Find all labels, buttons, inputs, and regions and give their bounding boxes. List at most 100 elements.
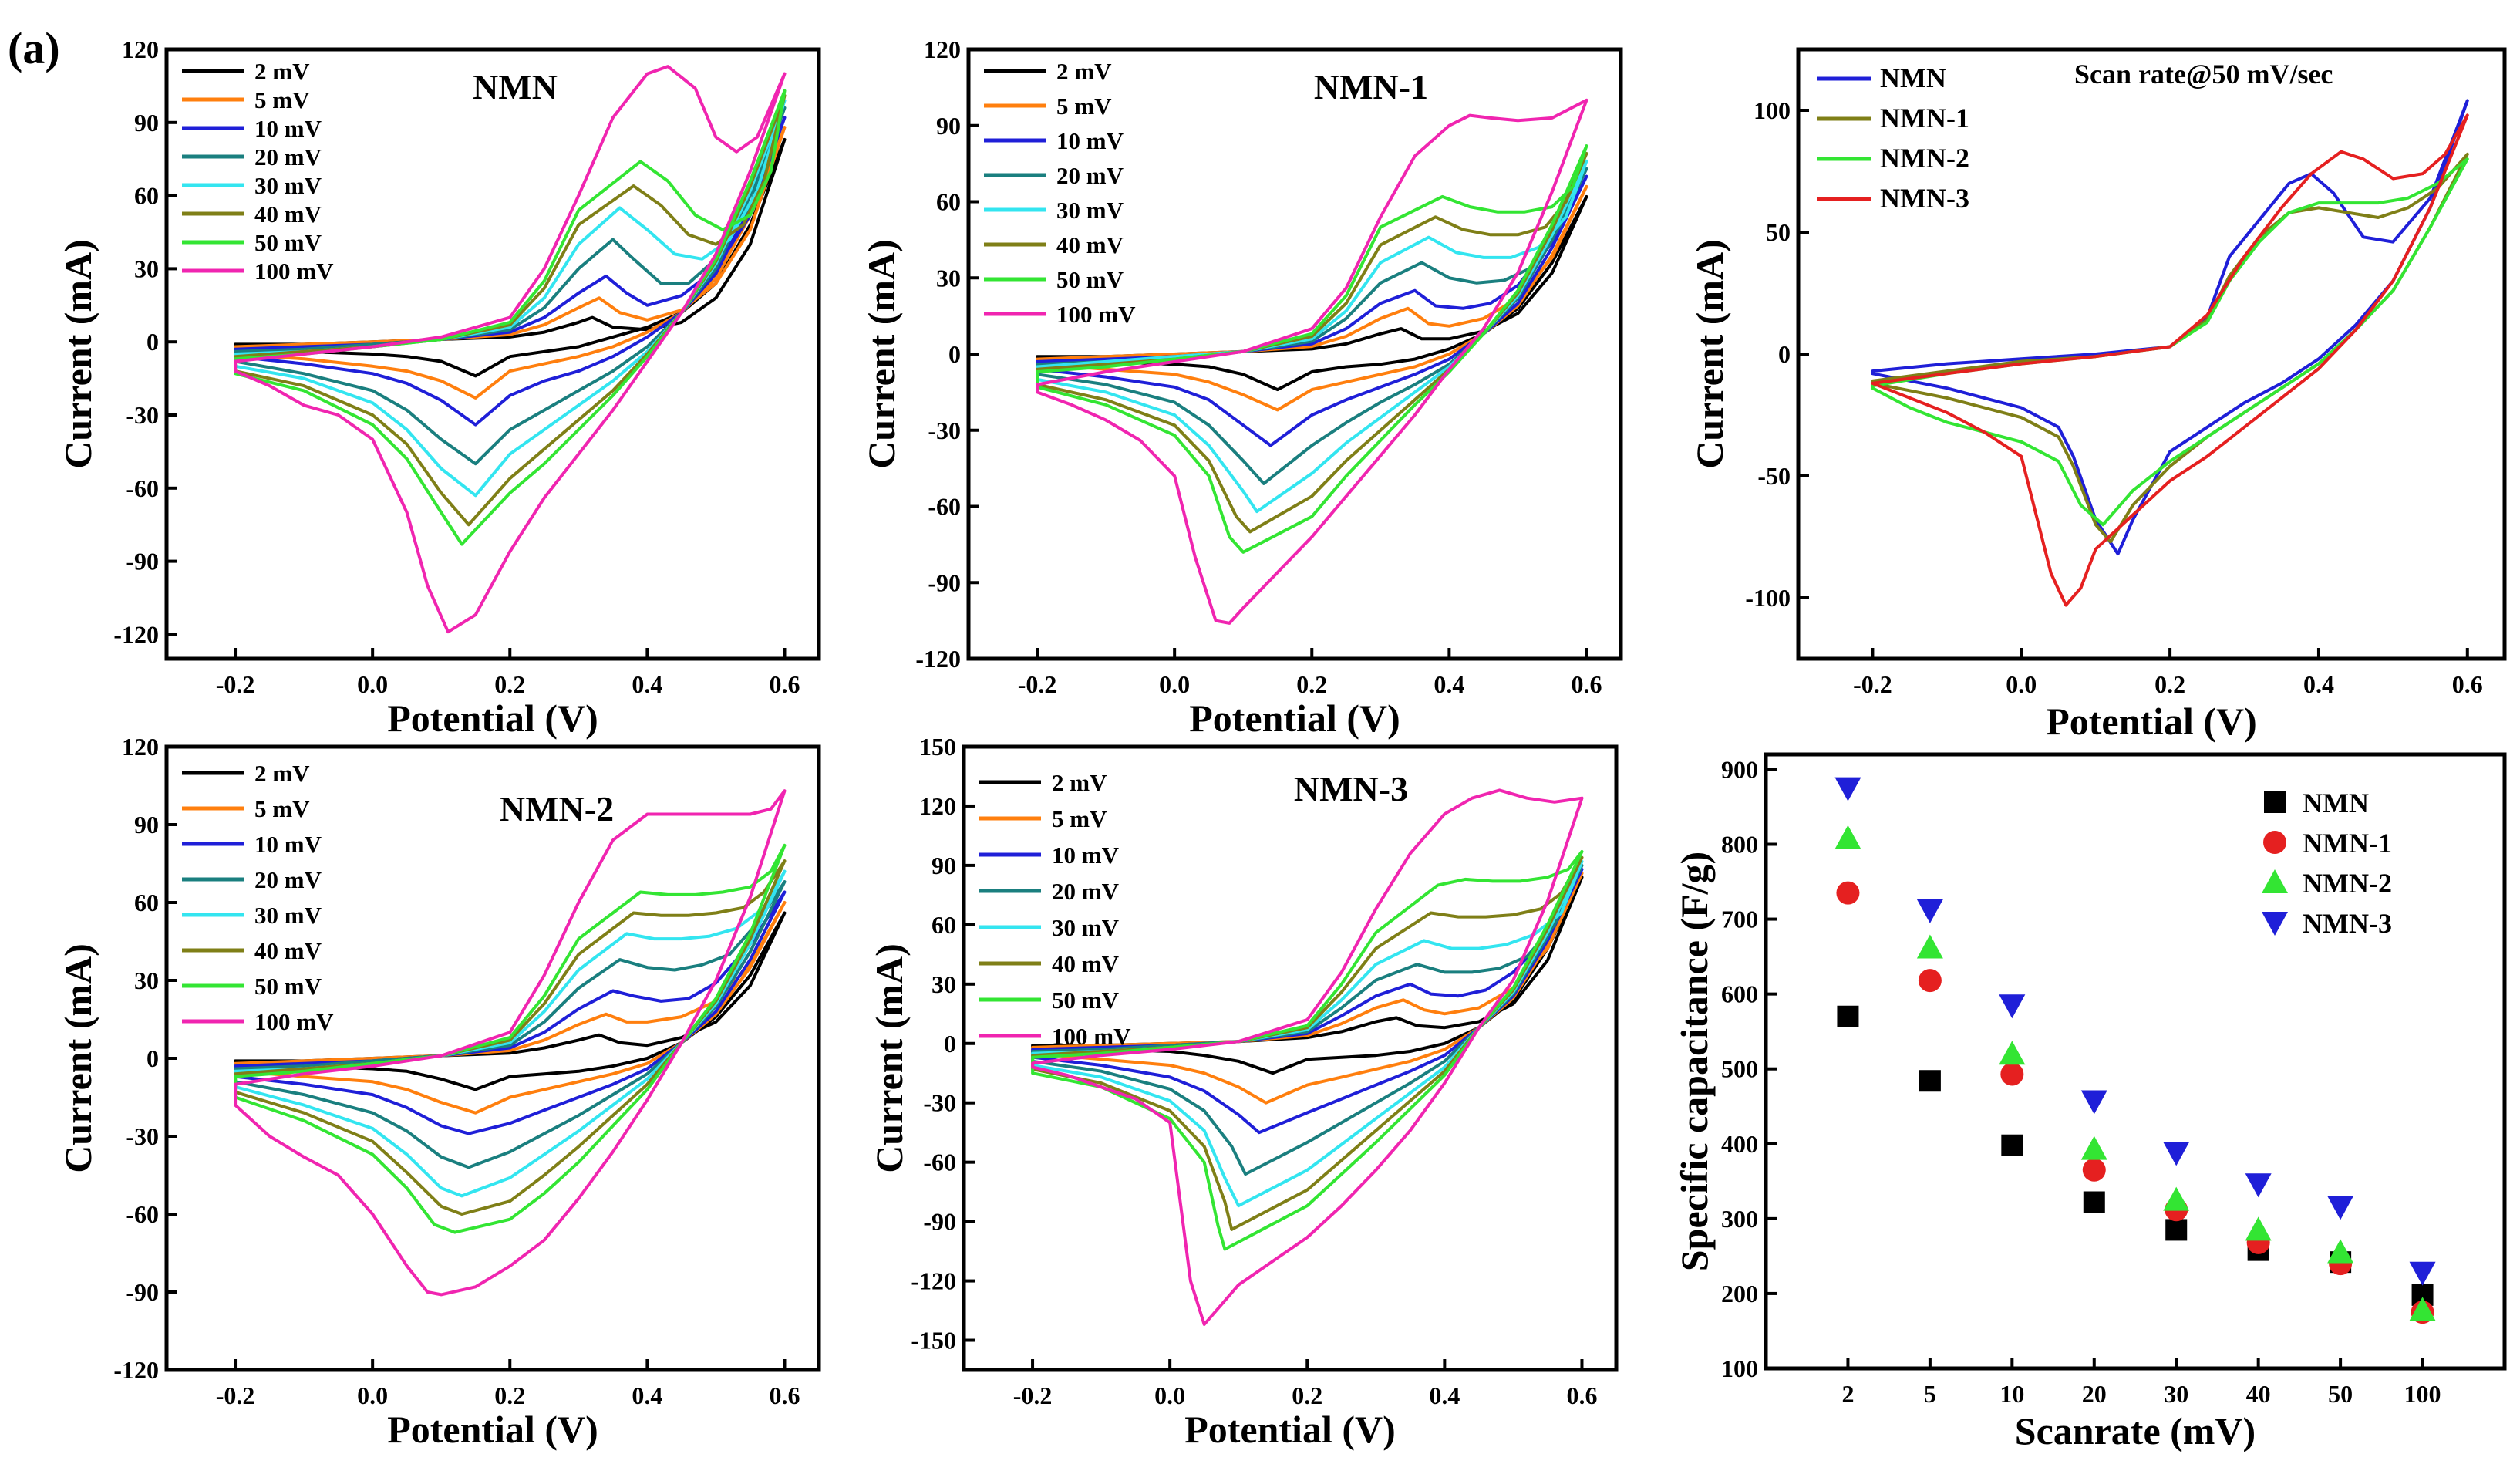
data-point [2080, 1135, 2107, 1160]
x-tick-label: 10 [1999, 1380, 2024, 1408]
x-tick-label: -0.2 [1853, 670, 1892, 698]
x-ticks: -0.2 0.0 0.2 0.4 0.6 [216, 1359, 800, 1409]
y-tick-label: 100 [1721, 1355, 1758, 1382]
series-line [1031, 849, 1584, 1251]
legend: NMN NMN-1 NMN-2 NMN-3 [2262, 788, 2392, 939]
legend: NMN NMN-1 NMN-2 NMN-3 [1817, 62, 1969, 214]
y-tick-label: 800 [1721, 830, 1758, 858]
panel-nmn1: NMN-1 Potential (V) Current (mA) -0.2 0.0… [860, 35, 1623, 740]
legend-label: 100 mV [1052, 1023, 1131, 1050]
series-layer [1036, 98, 1588, 625]
data-point [1834, 825, 1861, 849]
legend-label: 40 mV [1052, 950, 1120, 977]
series-layer [234, 65, 787, 634]
figure-label: (a) [8, 23, 60, 73]
legend-label: 2 mV [1052, 769, 1107, 796]
x-tick-label: 0.0 [1154, 1382, 1185, 1409]
legend-label: 2 mV [1056, 58, 1112, 85]
y-tick-label: 60 [134, 182, 159, 210]
legend-label: NMN-2 [2303, 868, 2392, 899]
legend-label: 2 mV [254, 58, 310, 85]
x-ticks: -0.2 0.0 0.2 0.4 0.6 [1018, 648, 1602, 698]
legend-label: 30 mV [1056, 197, 1124, 224]
x-tick-label: 0.0 [1159, 670, 1190, 698]
x-tick-label: 0.2 [1292, 1382, 1322, 1409]
data-point [2000, 1062, 2024, 1086]
legend-label: 20 mV [254, 866, 322, 893]
legend-label: 30 mV [1052, 914, 1120, 941]
y-tick-label: 90 [932, 852, 956, 879]
data-point [1836, 881, 1860, 905]
legend-label: 50 mV [254, 973, 322, 1000]
x-axis-title: Potential (V) [1184, 1408, 1396, 1451]
x-tick-label: 2 [1841, 1380, 1854, 1408]
panel-title: Scan rate@50 mV/sec [2074, 59, 2333, 89]
y-tick-label: 90 [936, 112, 961, 140]
panel-comparison: Scan rate@50 mV/sec Potential (V) Curren… [1688, 47, 2507, 743]
y-ticks: -120 -90 -60 -30 0 30 60 90 120 [113, 35, 177, 648]
y-axis-title: Current (mA) [56, 239, 99, 469]
y-tick-label: 0 [1778, 340, 1791, 368]
x-axis-title: Potential (V) [387, 697, 598, 740]
data-point [1999, 994, 2026, 1019]
data-point [1916, 899, 1943, 923]
y-tick-label: 120 [924, 35, 961, 63]
series-line [1871, 99, 2469, 556]
legend-label: 30 mV [254, 902, 322, 929]
y-tick-label: 0 [147, 328, 159, 356]
series-layer [234, 789, 787, 1297]
x-tick-label: 0.4 [632, 1382, 662, 1409]
y-tick-label: -90 [923, 1208, 956, 1236]
x-tick-label: 0.4 [1429, 1382, 1460, 1409]
y-tick-label: 100 [1754, 96, 1791, 124]
data-point [2245, 1173, 2272, 1198]
y-tick-label: 900 [1721, 755, 1758, 783]
y-tick-label: 60 [932, 911, 956, 939]
y-tick-label: -30 [126, 401, 159, 429]
x-ticks: -0.2 0.0 0.2 0.4 0.6 [216, 648, 800, 698]
legend-label: NMN-2 [1880, 143, 1969, 174]
data-point [1916, 934, 1943, 959]
y-tick-label: 200 [1721, 1280, 1758, 1307]
y-ticks: -120 -90 -60 -30 0 30 60 90 120 [113, 733, 177, 1384]
y-ticks: -120 -90 -60 -30 0 30 60 90 120 [915, 35, 979, 673]
series-line [234, 789, 787, 1297]
y-tick-label: 0 [948, 340, 961, 368]
y-tick-label: 600 [1721, 980, 1758, 1008]
y-tick-label: 500 [1721, 1055, 1758, 1083]
panel-title: NMN-3 [1294, 769, 1408, 808]
plot-frame [1796, 47, 2507, 661]
y-ticks: -100 -50 0 50 100 [1745, 96, 1809, 612]
y-tick-label: -30 [928, 417, 961, 444]
x-tick-label: 0.2 [494, 670, 525, 698]
x-tick-label: 0.0 [2006, 670, 2037, 698]
data-point [1919, 1070, 1941, 1092]
x-tick-label: 5 [1924, 1380, 1936, 1408]
y-tick-label: 120 [919, 792, 956, 820]
series-line [1871, 157, 2469, 527]
legend-label: 50 mV [1056, 266, 1124, 293]
y-tick-label: -30 [126, 1122, 159, 1150]
panel-nmn2: NMN-2 Potential (V) Current (mA) -0.2 0.0… [56, 733, 821, 1451]
y-tick-label: -30 [923, 1089, 956, 1117]
y-tick-label: 30 [134, 255, 159, 282]
y-tick-label: 30 [936, 264, 961, 292]
plot-frame [962, 744, 1619, 1372]
y-tick-label: 150 [919, 733, 956, 761]
legend-label: 20 mV [1056, 162, 1124, 189]
x-tick-label: 30 [2164, 1380, 2188, 1408]
panel-title: NMN [473, 67, 558, 106]
legend-marker [2263, 831, 2286, 854]
x-tick-label: 0.2 [494, 1382, 525, 1409]
y-tick-label: -60 [928, 493, 961, 521]
legend-label: NMN-1 [2303, 828, 2392, 859]
data-point [2327, 1239, 2354, 1264]
x-tick-label: 0.4 [2303, 670, 2334, 698]
y-tick-label: 120 [122, 35, 159, 63]
data-point [1918, 969, 1942, 993]
x-tick-label: 0.6 [1566, 1382, 1597, 1409]
panel-title: NMN-1 [1314, 67, 1428, 106]
legend-label: NMN-1 [1880, 103, 1969, 133]
